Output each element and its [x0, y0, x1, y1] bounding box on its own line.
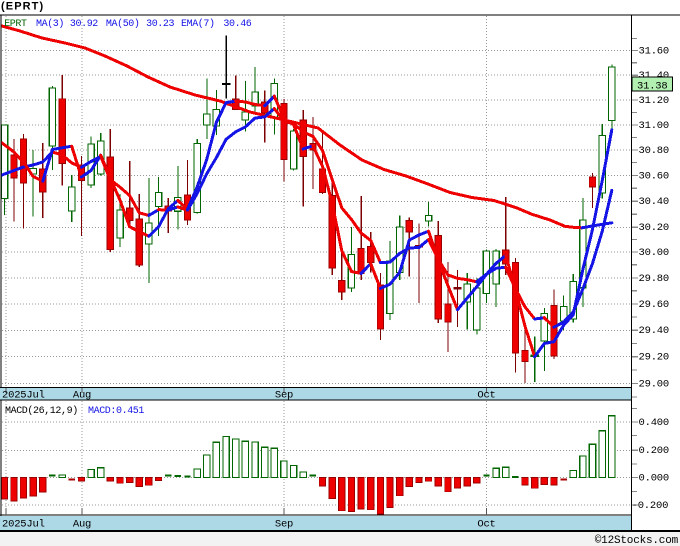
svg-text:29.40: 29.40 [639, 325, 670, 337]
svg-text:30.80: 30.80 [639, 145, 670, 157]
svg-text:30.23: 30.23 [146, 19, 174, 30]
svg-text:29.80: 29.80 [639, 273, 670, 285]
svg-text:Oct: Oct [477, 390, 495, 402]
svg-text:31.60: 31.60 [639, 46, 670, 58]
svg-text:30.60: 30.60 [639, 170, 670, 182]
svg-text:0.400: 0.400 [639, 417, 670, 429]
svg-text:MA(50): MA(50) [106, 18, 140, 30]
svg-text:0.000: 0.000 [639, 472, 670, 484]
svg-text:29.60: 29.60 [639, 299, 670, 311]
svg-text:31.38: 31.38 [637, 80, 668, 92]
svg-text:31.00: 31.00 [639, 120, 670, 132]
svg-text:©12Stocks.com: ©12Stocks.com [595, 535, 679, 546]
svg-text:30.20: 30.20 [639, 222, 670, 234]
svg-text:Aug: Aug [73, 519, 91, 531]
svg-text:30.92: 30.92 [70, 19, 98, 30]
svg-text:MA(3): MA(3) [36, 18, 64, 30]
svg-text:30.00: 30.00 [639, 247, 670, 259]
svg-text:Oct: Oct [477, 519, 495, 531]
svg-text:EPRT: EPRT [4, 19, 27, 30]
svg-text:(EPRT): (EPRT) [1, 1, 44, 13]
svg-text:Aug: Aug [73, 390, 91, 402]
svg-text:EMA(7): EMA(7) [181, 18, 215, 30]
svg-text:Sep: Sep [275, 519, 293, 531]
svg-text:2025Jul: 2025Jul [2, 519, 45, 531]
svg-text:-0.200: -0.200 [632, 500, 669, 512]
svg-text:MACD:0.451: MACD:0.451 [88, 406, 144, 417]
svg-text:29.20: 29.20 [639, 352, 670, 364]
svg-text:0.200: 0.200 [639, 445, 670, 457]
svg-text:2025Jul: 2025Jul [2, 390, 45, 402]
svg-text:31.20: 31.20 [639, 95, 670, 107]
svg-text:Sep: Sep [275, 390, 293, 402]
svg-text:MACD(26,12,9): MACD(26,12,9) [5, 405, 78, 417]
svg-text:30.46: 30.46 [223, 19, 251, 30]
svg-text:30.40: 30.40 [639, 196, 670, 208]
svg-text:29.00: 29.00 [639, 378, 670, 390]
